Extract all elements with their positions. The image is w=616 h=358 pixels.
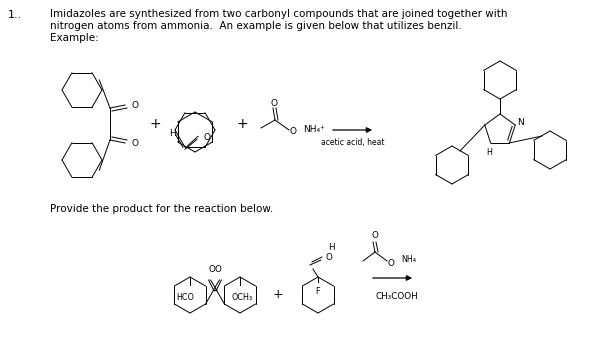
Text: +: +	[273, 289, 283, 301]
Text: HCO: HCO	[176, 293, 194, 302]
Text: O: O	[270, 98, 277, 107]
Text: F: F	[316, 287, 320, 296]
Text: OCH₃: OCH₃	[232, 293, 253, 302]
Text: O: O	[132, 139, 139, 147]
Text: O: O	[326, 252, 333, 261]
Text: O: O	[289, 127, 296, 136]
Text: O: O	[203, 133, 210, 142]
Text: Imidazoles are synthesized from two carbonyl compounds that are joined together : Imidazoles are synthesized from two carb…	[50, 9, 508, 19]
Text: O: O	[208, 266, 215, 275]
Text: H: H	[169, 129, 176, 138]
Text: acetic acid, heat: acetic acid, heat	[321, 138, 384, 147]
Text: H: H	[328, 242, 334, 252]
Text: H: H	[487, 148, 493, 157]
Text: NH₄⁺: NH₄⁺	[303, 126, 325, 135]
Text: CH₃COOH: CH₃COOH	[375, 292, 418, 301]
Text: O: O	[215, 266, 222, 275]
Text: nitrogen atoms from ammonia.  An example is given below that utilizes benzil.: nitrogen atoms from ammonia. An example …	[50, 21, 462, 31]
Text: Provide the product for the reaction below.: Provide the product for the reaction bel…	[50, 204, 274, 214]
Text: +: +	[149, 117, 161, 131]
Text: N: N	[517, 117, 524, 127]
Text: O: O	[387, 260, 394, 268]
Text: +: +	[236, 117, 248, 131]
Text: 1..: 1..	[8, 10, 22, 20]
Text: O: O	[132, 101, 139, 110]
Text: NH₄: NH₄	[401, 256, 416, 265]
Text: Example:: Example:	[50, 33, 99, 43]
Text: O: O	[371, 232, 378, 241]
